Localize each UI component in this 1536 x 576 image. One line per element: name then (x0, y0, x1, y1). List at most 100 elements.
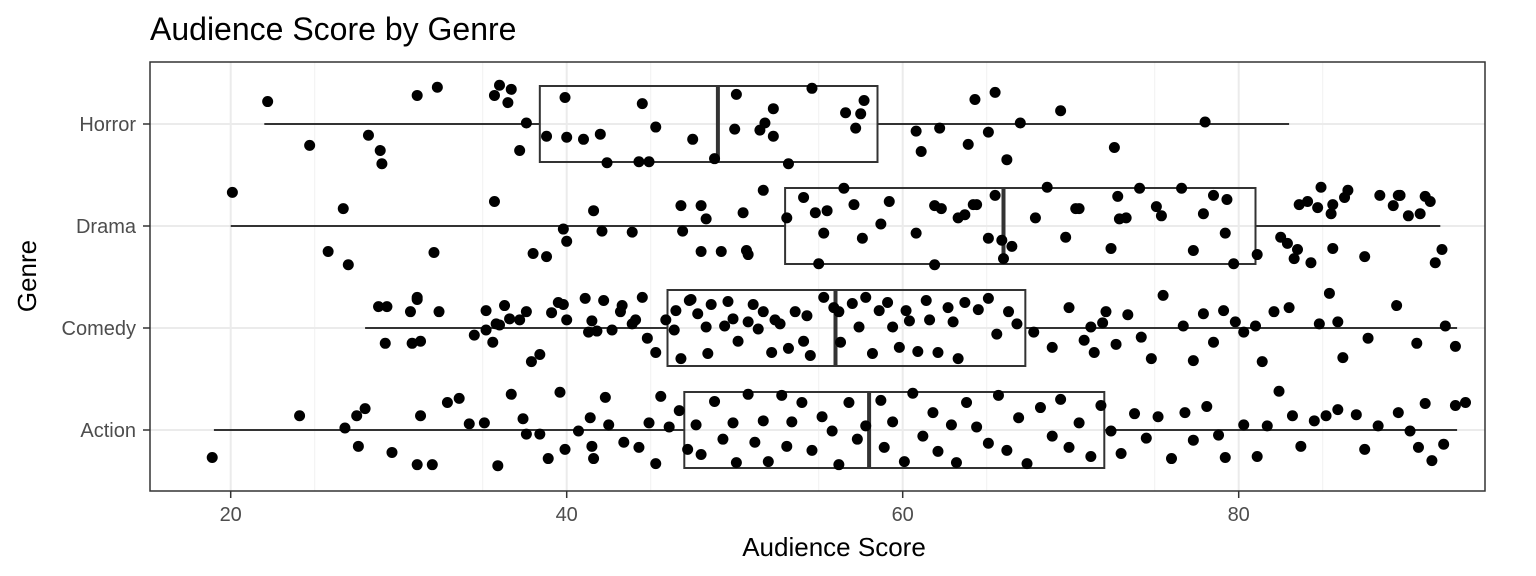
data-point (411, 291, 423, 303)
data-point (487, 336, 499, 348)
data-point (1320, 410, 1332, 422)
data-point (982, 437, 994, 449)
data-point (742, 316, 754, 328)
data-point (774, 318, 786, 330)
data-point (875, 394, 887, 406)
data-point (742, 388, 754, 400)
data-point (924, 314, 936, 326)
y-tick-label: Horror (79, 114, 136, 136)
data-point (932, 346, 944, 358)
data-point (729, 123, 741, 135)
data-point (534, 428, 546, 440)
data-point (1327, 242, 1339, 254)
data-point (900, 305, 912, 317)
data-point (546, 307, 558, 319)
x-tick-label: 20 (220, 504, 242, 526)
data-point (1293, 199, 1305, 211)
data-point (1449, 400, 1461, 412)
data-point (1208, 336, 1219, 348)
data-point (682, 443, 694, 455)
data-point (1288, 253, 1300, 265)
data-point (557, 223, 569, 235)
data-point (1412, 441, 1424, 453)
data-point (1120, 212, 1132, 224)
data-point (998, 253, 1009, 265)
data-point (806, 82, 818, 94)
data-point (561, 314, 573, 326)
data-point (616, 300, 628, 312)
data-point (917, 430, 929, 442)
data-point (1112, 190, 1124, 202)
data-point (883, 196, 895, 208)
data-point (1268, 306, 1280, 318)
data-point (961, 396, 973, 408)
data-point (1055, 105, 1067, 117)
data-point (505, 83, 517, 95)
data-point (1292, 243, 1303, 255)
data-point (1157, 289, 1169, 301)
data-point (294, 410, 306, 422)
iqr-box (538, 85, 879, 163)
data-point (504, 313, 516, 325)
data-point (715, 246, 727, 257)
data-point (833, 459, 845, 471)
data-point (1362, 332, 1374, 344)
data-point (1095, 400, 1107, 412)
data-point (1404, 425, 1416, 437)
data-point (1392, 407, 1404, 419)
data-point (226, 186, 238, 198)
data-point (1429, 257, 1441, 269)
data-point (1332, 404, 1344, 416)
data-point (411, 89, 423, 101)
data-point (1438, 438, 1450, 450)
data-point (1460, 396, 1471, 408)
data-point (722, 295, 734, 307)
data-point (376, 158, 388, 170)
data-point (959, 297, 971, 308)
data-point (732, 335, 744, 347)
data-point (663, 421, 675, 433)
data-point (1129, 408, 1141, 420)
data-point (781, 440, 793, 452)
y-axis-title: Genre (12, 240, 42, 312)
x-axis: 20 40 60 80 (220, 491, 1250, 526)
data-point (893, 341, 905, 353)
data-point (759, 117, 771, 129)
data-point (1391, 300, 1403, 312)
data-point (1003, 306, 1015, 318)
data-point (1449, 340, 1461, 352)
panel-border (149, 61, 1486, 492)
data-point (1108, 141, 1120, 153)
y-axis: Horror Drama Comedy Action (62, 114, 150, 442)
data-point (1063, 441, 1075, 453)
data-point (866, 348, 878, 359)
data-point (1041, 181, 1053, 193)
data-point (1197, 308, 1209, 320)
data-point (598, 294, 610, 306)
data-point (406, 337, 418, 349)
data-point (1251, 451, 1263, 463)
data-point (433, 306, 445, 318)
data-point (806, 444, 818, 456)
data-point (1140, 432, 1152, 444)
data-point (747, 299, 759, 311)
data-point (362, 129, 374, 141)
data-point (304, 139, 316, 151)
data-point (601, 157, 613, 169)
data-point (818, 291, 830, 303)
data-point (947, 316, 959, 328)
data-point (1332, 316, 1344, 328)
data-point (850, 122, 862, 134)
data-point (971, 421, 983, 433)
data-point (989, 189, 1001, 201)
data-point (1176, 182, 1188, 194)
data-point (1302, 196, 1314, 208)
data-point (843, 396, 855, 408)
data-point (695, 200, 707, 212)
iqr-box (683, 391, 1106, 469)
data-point (875, 218, 887, 230)
data-point (898, 456, 910, 468)
data-point (878, 441, 890, 453)
data-point (782, 158, 794, 170)
data-point (591, 325, 603, 337)
